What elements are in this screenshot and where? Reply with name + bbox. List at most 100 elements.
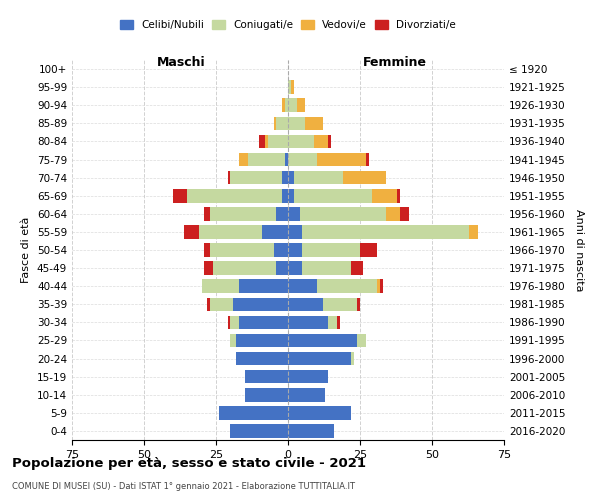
Bar [380,280,383,293]
Bar [302,225,469,238]
Bar [282,189,288,202]
Bar [386,207,400,220]
Text: Femmine: Femmine [362,56,427,70]
Bar [230,171,282,184]
Bar [184,225,199,238]
Bar [288,334,357,347]
Bar [357,298,360,311]
Bar [288,370,328,384]
Bar [288,388,325,402]
Bar [469,225,478,238]
Bar [236,334,288,347]
Bar [274,243,288,257]
Bar [294,171,343,184]
Bar [274,116,277,130]
Bar [323,298,357,311]
Bar [285,152,288,166]
Bar [343,171,386,184]
Bar [239,316,288,329]
Bar [288,225,302,238]
Bar [294,189,371,202]
Bar [288,152,317,166]
Bar [205,262,213,275]
Bar [360,243,377,257]
Bar [227,171,230,184]
Bar [245,388,288,402]
Bar [288,116,305,130]
Bar [262,225,288,238]
Bar [210,243,274,257]
Bar [317,152,366,166]
Bar [205,207,210,220]
Bar [277,262,288,275]
Bar [302,262,352,275]
Bar [328,316,337,329]
Bar [357,334,366,347]
Bar [352,262,363,275]
Bar [288,134,314,148]
Bar [265,134,268,148]
Bar [288,298,323,311]
Bar [208,298,210,311]
Bar [219,406,288,419]
Bar [210,207,277,220]
Bar [288,424,334,438]
Bar [277,207,288,220]
Bar [230,424,288,438]
Bar [288,207,299,220]
Text: COMUNE DI MUSEI (SU) - Dati ISTAT 1° gennaio 2021 - Elaborazione TUTTITALIA.IT: COMUNE DI MUSEI (SU) - Dati ISTAT 1° gen… [12,482,355,491]
Bar [248,152,285,166]
Bar [236,352,288,366]
Bar [268,134,288,148]
Bar [337,316,340,329]
Bar [187,189,282,202]
Bar [288,280,317,293]
Bar [397,189,400,202]
Y-axis label: Fasce di età: Fasce di età [22,217,31,283]
Bar [213,262,277,275]
Bar [210,298,233,311]
Bar [239,280,288,293]
Bar [302,243,360,257]
Bar [377,280,380,293]
Bar [291,80,294,94]
Bar [173,189,187,202]
Bar [288,406,352,419]
Bar [282,171,288,184]
Bar [288,80,291,94]
Bar [239,152,248,166]
Bar [288,262,302,275]
Bar [314,134,328,148]
Bar [328,134,331,148]
Y-axis label: Anni di nascita: Anni di nascita [574,209,584,291]
Bar [288,171,294,184]
Bar [288,316,328,329]
Legend: Celibi/Nubili, Coniugati/e, Vedovi/e, Divorziati/e: Celibi/Nubili, Coniugati/e, Vedovi/e, Di… [116,16,460,34]
Bar [259,134,265,148]
Text: Maschi: Maschi [157,56,206,70]
Bar [205,243,210,257]
Bar [366,152,368,166]
Bar [317,280,377,293]
Bar [296,98,305,112]
Bar [230,334,236,347]
Text: Popolazione per età, sesso e stato civile - 2021: Popolazione per età, sesso e stato civil… [12,458,366,470]
Bar [288,352,352,366]
Bar [233,298,288,311]
Bar [277,116,288,130]
Bar [202,280,239,293]
Bar [282,98,285,112]
Bar [352,352,354,366]
Bar [288,189,294,202]
Bar [245,370,288,384]
Bar [199,225,262,238]
Bar [288,98,296,112]
Bar [371,189,397,202]
Bar [305,116,323,130]
Bar [230,316,239,329]
Bar [285,98,288,112]
Bar [299,207,386,220]
Bar [400,207,409,220]
Bar [288,243,302,257]
Bar [227,316,230,329]
